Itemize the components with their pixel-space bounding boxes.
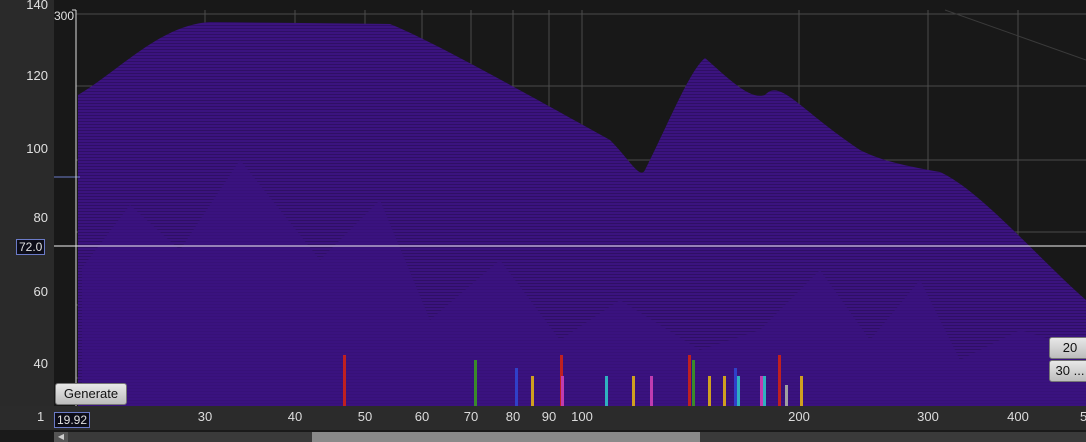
peak-marker-bar <box>723 376 726 406</box>
waterfall-plot[interactable] <box>0 0 1086 406</box>
y-axis <box>0 0 54 406</box>
y-tick: 100 <box>26 141 48 156</box>
scroll-left-arrow-icon[interactable]: ◀ <box>54 432 68 442</box>
x-tick: 100 <box>571 409 593 424</box>
y-tick: 40 <box>33 356 48 371</box>
x-tick: 40 <box>287 409 303 424</box>
y-tick: 140 <box>26 0 48 12</box>
x-axis <box>0 406 1086 430</box>
x-tick: 300 <box>917 409 939 424</box>
y-tick: 60 <box>33 284 48 299</box>
peak-marker-bar <box>531 376 534 406</box>
peak-marker-bar <box>688 355 691 406</box>
x-tick: 80 <box>505 409 521 424</box>
peak-marker-bar <box>605 376 608 406</box>
peak-marker-bar <box>763 376 766 406</box>
peak-marker-bar <box>561 376 564 406</box>
zoom-30-button[interactable]: 30 ... <box>1049 360 1086 382</box>
peak-marker-bar <box>343 355 346 406</box>
generate-button[interactable]: Generate <box>55 383 127 405</box>
x-tick: 400 <box>1007 409 1029 424</box>
peak-markers <box>343 355 803 406</box>
peak-marker-bar <box>650 376 653 406</box>
peak-marker-bar <box>734 368 737 406</box>
y-tick: 80 <box>33 210 48 225</box>
peak-marker-bar <box>515 368 518 406</box>
x-tick: 70 <box>463 409 479 424</box>
y-tick: 120 <box>26 68 48 83</box>
x-tick: 200 <box>788 409 810 424</box>
peak-marker-bar <box>632 376 635 406</box>
x-tick: 50 <box>357 409 373 424</box>
x-tick: 60 <box>414 409 430 424</box>
peak-marker-bar <box>708 376 711 406</box>
peak-marker-bar <box>778 355 781 406</box>
peak-marker-bar <box>737 376 740 406</box>
peak-marker-bar <box>760 376 763 406</box>
top-marker-label: 300 <box>54 9 75 23</box>
waterfall-floor <box>82 160 1086 406</box>
x-tick: 90 <box>541 409 557 424</box>
freq-marker-label[interactable]: 19.92 <box>54 412 91 428</box>
x-tick: 30 <box>197 409 213 424</box>
level-marker-label[interactable]: 72.0 <box>16 239 46 255</box>
zoom-20-button[interactable]: 20 <box>1049 337 1086 359</box>
peak-marker-bar <box>692 360 695 406</box>
peak-marker-bar <box>800 376 803 406</box>
x-axis-prefix: 1 <box>37 409 45 424</box>
x-tick: 50 <box>1080 409 1086 424</box>
peak-marker-bar <box>474 360 477 406</box>
horizontal-scrollbar[interactable]: ◀ <box>54 432 1086 442</box>
peak-marker-bar <box>785 385 788 406</box>
scrollbar-thumb[interactable] <box>312 432 700 442</box>
waterfall-graph[interactable] <box>0 0 1086 406</box>
